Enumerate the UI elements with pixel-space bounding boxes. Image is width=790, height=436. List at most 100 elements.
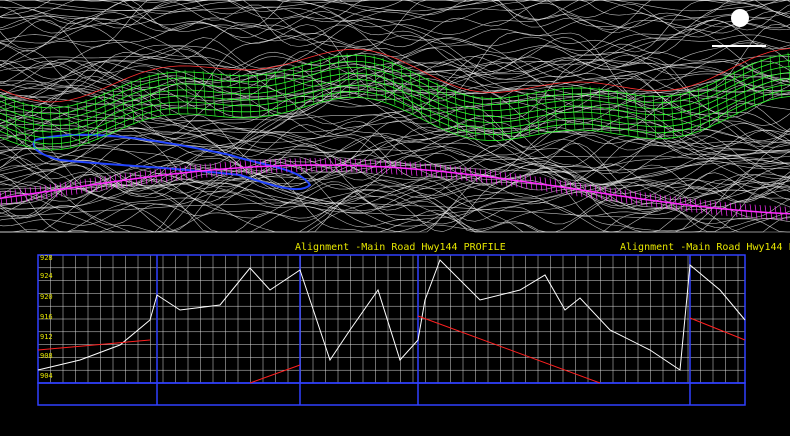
road-hatch bbox=[369, 159, 373, 174]
lake bbox=[32, 133, 312, 191]
corridor-line bbox=[0, 78, 790, 133]
road-hatch bbox=[239, 160, 243, 175]
road-hatch bbox=[744, 203, 748, 218]
road-hatch bbox=[554, 179, 558, 194]
contour bbox=[0, 55, 790, 95]
road-hatch bbox=[294, 158, 298, 173]
road-hatch bbox=[479, 168, 483, 183]
road-hatch bbox=[169, 167, 173, 182]
station-tick bbox=[31, 103, 36, 148]
road-hatch bbox=[534, 176, 538, 191]
station-tick bbox=[103, 92, 108, 137]
road-hatch bbox=[644, 192, 648, 207]
road-hatch bbox=[199, 164, 203, 179]
contour bbox=[0, 189, 790, 233]
station-tick bbox=[652, 94, 657, 139]
road-hatch bbox=[629, 190, 633, 205]
station-tick bbox=[517, 94, 522, 139]
contour bbox=[0, 89, 790, 122]
station-tick bbox=[481, 96, 486, 141]
road-hatch bbox=[204, 163, 208, 178]
road-hatch bbox=[634, 190, 638, 206]
road-hatch bbox=[624, 189, 628, 204]
road-hatch bbox=[424, 162, 428, 177]
station-tick bbox=[301, 63, 306, 108]
station-tick bbox=[490, 96, 495, 141]
station-tick bbox=[634, 92, 639, 137]
contour bbox=[0, 163, 790, 203]
road-hatch bbox=[484, 169, 488, 184]
contour bbox=[0, 127, 790, 189]
road-hatch bbox=[449, 165, 453, 180]
road-hatch bbox=[419, 162, 423, 177]
station-tick bbox=[175, 70, 180, 115]
contour bbox=[0, 19, 790, 109]
station-tick bbox=[346, 53, 351, 98]
road-hatch bbox=[344, 158, 348, 173]
station-tick bbox=[139, 77, 144, 122]
contour bbox=[0, 36, 790, 101]
station-tick bbox=[589, 86, 594, 131]
station-tick bbox=[148, 74, 153, 119]
station-tick bbox=[760, 58, 765, 103]
road-hatch bbox=[19, 188, 23, 203]
station-tick bbox=[778, 53, 783, 98]
contour bbox=[0, 14, 790, 47]
station-tick bbox=[22, 101, 27, 146]
station-tick bbox=[355, 53, 360, 98]
road-hatch bbox=[609, 187, 613, 202]
station-tick bbox=[472, 94, 477, 139]
road-hatch bbox=[289, 158, 293, 173]
contour bbox=[0, 128, 790, 207]
station-tick bbox=[274, 70, 279, 115]
road-hatch bbox=[639, 191, 643, 206]
road-hatch bbox=[349, 158, 353, 173]
station-band bbox=[37, 382, 746, 406]
contour bbox=[0, 49, 790, 135]
road-hatch bbox=[89, 178, 93, 193]
contour bbox=[0, 118, 790, 192]
road-hatch bbox=[454, 165, 458, 180]
road-hatch bbox=[659, 194, 663, 209]
road-hatch bbox=[604, 186, 608, 201]
station-tick bbox=[94, 96, 99, 141]
road-hatch bbox=[154, 169, 158, 184]
contour bbox=[0, 0, 790, 34]
elevation-label: 916 bbox=[40, 313, 53, 321]
corridor-line bbox=[0, 96, 790, 151]
road-hatch bbox=[519, 174, 523, 189]
road-hatch bbox=[84, 178, 88, 193]
road-hatch bbox=[159, 168, 163, 183]
road-hatch bbox=[14, 189, 18, 204]
road-hatch bbox=[439, 164, 443, 179]
road-hatch bbox=[784, 206, 788, 221]
contour bbox=[0, 160, 790, 230]
contour bbox=[0, 90, 790, 158]
profile-title: Alignment -Main Road Hwy144 PROFILE bbox=[295, 242, 506, 253]
road-hatch bbox=[34, 186, 38, 201]
contour bbox=[0, 117, 790, 206]
road-hatch bbox=[149, 169, 153, 184]
road-hatch bbox=[579, 182, 583, 197]
road-hatch bbox=[214, 162, 218, 177]
station-tick bbox=[238, 73, 243, 118]
station-tick bbox=[58, 105, 63, 150]
road-hatch bbox=[364, 158, 368, 174]
station-tick bbox=[112, 88, 117, 133]
road-hatch bbox=[254, 159, 258, 174]
road-hatch bbox=[209, 163, 213, 178]
road-hatch bbox=[589, 184, 593, 199]
road-hatch bbox=[539, 176, 543, 192]
road-hatch bbox=[134, 171, 138, 186]
station-tick bbox=[463, 92, 468, 137]
road-hatch bbox=[394, 160, 398, 175]
road-hatch bbox=[614, 188, 618, 203]
contour bbox=[0, 59, 790, 107]
road-hatch bbox=[584, 183, 588, 198]
road-hatch bbox=[64, 181, 68, 196]
road-hatch bbox=[544, 177, 548, 192]
station-tick bbox=[733, 70, 738, 116]
station-tick bbox=[535, 90, 540, 135]
station-tick bbox=[616, 89, 621, 135]
